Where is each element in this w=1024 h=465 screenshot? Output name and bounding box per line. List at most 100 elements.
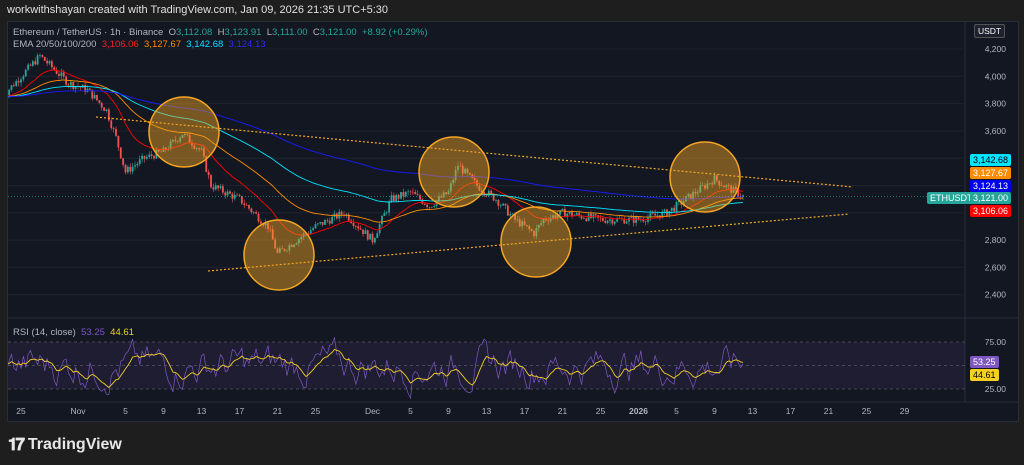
candle-body [630,216,633,218]
rsi-tick-label: 75.00 [985,337,1007,347]
candle-body [604,220,607,223]
candle-body [682,201,685,205]
candle-body [511,213,514,215]
candle-body [554,215,557,219]
candle-body [96,94,98,101]
candle-body [530,229,533,231]
candle-body [490,190,493,194]
candle-body [449,183,452,192]
candle-body [725,185,728,188]
x-tick-label: 5 [408,406,413,416]
rsi-line [8,337,744,400]
candle-body [473,177,476,181]
x-tick-label: Nov [70,406,86,416]
candle-body [86,88,89,92]
candle-body [464,168,467,174]
candle-body [487,190,490,196]
candle-body [34,61,37,65]
ema20-line [8,69,744,236]
tradingview-logo[interactable]: 𝟏𝟕 TradingView [8,435,122,455]
candle-body [421,199,424,204]
y-tick-label: 2,600 [985,262,1007,272]
candle-body [100,102,103,108]
candle-body [274,239,277,249]
highlight-circle [148,96,220,168]
chart-credit: workwithshayan created with TradingView.… [7,4,389,16]
candle-body [452,179,455,184]
candle-body [675,202,678,212]
candle-body [250,208,253,213]
x-tick-label: 5 [123,406,128,416]
candle-body [198,148,201,150]
tradingview-brand: TradingView [27,436,122,453]
candle-body [210,175,212,188]
candle-body [409,191,412,193]
x-tick-label: 25 [16,406,26,416]
candle-body [295,243,298,245]
candle-body [670,207,673,212]
candle-body [326,220,329,221]
candle-body [651,213,654,214]
candle-body [533,230,535,237]
candle-body [105,109,108,111]
y-tick-label: 2,800 [985,235,1007,245]
candle-body [200,148,203,150]
candle-body [24,69,27,77]
candle-body [594,214,597,216]
candle-body [162,147,165,153]
candle-body [335,213,338,219]
low-value: 3,111.00 [272,27,308,38]
candle-body [41,54,44,57]
candle-body [131,166,134,172]
candle-body [516,219,519,220]
candle-body [430,206,433,208]
candle-body [392,195,395,201]
ema100-value: 3,142.68 [186,39,224,50]
rsi-tick-label: 25.00 [985,384,1007,394]
candle-body [15,80,18,87]
candle-body [176,140,179,142]
candle-body [468,172,471,175]
currency-button[interactable]: USDT [974,24,1006,38]
x-tick-label: Dec [365,406,381,416]
y-tick-label: 4,200 [985,44,1007,54]
candle-body [411,191,414,193]
candle-body [276,248,279,253]
candle-body [69,82,72,86]
candle-body [704,185,706,189]
candle-body [164,147,167,151]
open-label: O [168,27,176,38]
candle-body [442,192,445,198]
x-tick-label: 5 [674,406,679,416]
candle-body [656,215,659,217]
candle-body [278,248,281,253]
candle-body [590,213,592,219]
candle-body [22,76,25,80]
candle-body [257,213,260,222]
candle-body [730,185,733,193]
ema100-price-tag: 3,142.68 [970,154,1012,166]
candle-body [504,203,507,206]
candle-body [727,185,730,186]
candle-body [188,134,191,143]
candle-body [214,185,217,190]
candle-body [616,218,619,222]
highlight-circle [669,141,741,213]
candle-body [236,194,239,196]
candle-body [523,221,526,226]
candle-body [347,214,350,221]
candle-body [62,72,65,77]
candle-body [385,212,388,214]
candle-body [145,156,148,159]
rsi-band [8,342,965,389]
ema20-price-tag: 3,106.06 [970,205,1012,217]
x-tick-label: 9 [446,406,451,416]
high-label: H [217,27,225,38]
candle-body [267,222,269,230]
candle-body [561,208,564,211]
candle-body [72,82,75,89]
candle-body [357,226,360,229]
price-chart[interactable]: 4,2004,0003,8003,6003,4003,2003,0002,800… [8,22,1018,421]
chart-frame[interactable]: 4,2004,0003,8003,6003,4003,2003,0002,800… [7,21,1019,422]
candle-body [407,191,410,193]
